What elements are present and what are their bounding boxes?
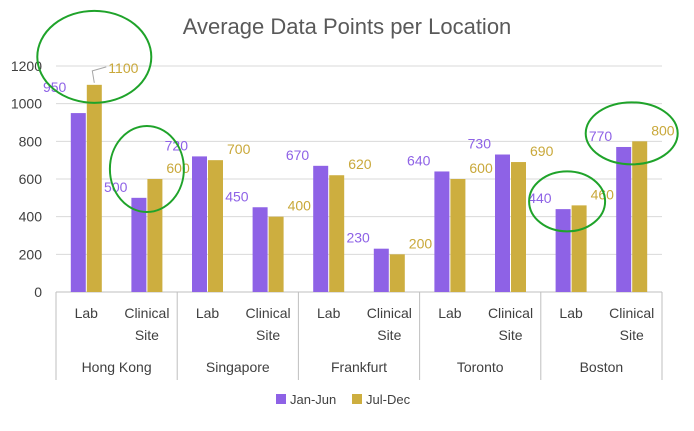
data-label-jul-dec: 800 [651,122,675,138]
x-group-label: Frankfurt [331,359,387,375]
legend: Jan-Jun Jul-Dec [276,392,411,407]
legend-label: Jul-Dec [366,392,411,407]
bar-jan-jun [252,207,268,292]
bar-jul-dec [329,175,345,292]
leader-line [91,66,107,83]
chart-title: Average Data Points per Location [183,14,512,39]
bar-jan-jun [131,197,147,292]
bar-jan-jun [434,171,450,292]
x-category-label: Clinical [367,305,412,321]
data-label-jan-jun: 720 [165,137,189,153]
data-label-jul-dec: 620 [348,156,372,172]
data-label-jul-dec: 600 [469,160,493,176]
bars [70,84,648,292]
bar-jan-jun [495,154,510,292]
x-group-label: Singapore [206,359,270,375]
bar-jul-dec [268,216,284,292]
bar-jul-dec [208,160,223,292]
bar-jan-jun [616,146,632,292]
x-category-label: Lab [75,305,99,321]
highlight-circles [36,9,679,233]
bar-jan-jun [313,165,329,292]
data-label-jan-jun: 450 [225,188,249,204]
x-category-label: Site [377,327,401,343]
x-category-label: Lab [559,305,583,321]
x-category-label: Site [498,327,522,343]
x-group-label: Hong Kong [82,359,152,375]
x-category-label: Clinical [246,305,291,321]
data-label-jan-jun: 640 [407,152,431,168]
x-category-label: Clinical [488,305,533,321]
y-tick-label: 400 [19,209,43,225]
bar-jul-dec [511,162,526,292]
y-tick-label: 0 [34,284,42,300]
y-tick-label: 600 [19,171,43,187]
bar-jul-dec [571,205,587,292]
bar-jan-jun [70,113,86,292]
legend-swatch [276,394,286,404]
data-label-jul-dec: 460 [591,186,615,202]
x-category-label: Site [135,327,159,343]
data-labels: 950 1100 500 600 720 700 450 400 670 620 230 200 640… [43,60,675,251]
data-label-jan-jun: 670 [286,147,310,163]
data-label-jan-jun: 500 [104,179,128,195]
bar-jan-jun [555,209,571,292]
bar-jul-dec [632,141,648,292]
x-category-label: Site [620,327,644,343]
legend-swatch [352,394,362,404]
x-group-label: Toronto [457,359,504,375]
bar-jul-dec [86,84,102,292]
data-label-jul-dec: 400 [288,198,312,214]
data-label-jan-jun: 950 [43,79,67,95]
axes: 0 200 400 600 800 1000 1200 Lab Clinical Site Lab C… [11,58,663,380]
x-category-label: Clinical [124,305,169,321]
bar-jul-dec [389,254,405,292]
y-tick-label: 200 [19,246,43,262]
y-tick-label: 1000 [11,96,42,112]
bar-jan-jun [192,156,207,292]
data-label-jan-jun: 770 [589,128,613,144]
x-category-label: Site [256,327,280,343]
data-label-jan-jun: 730 [468,136,492,152]
x-group-label: Boston [580,359,624,375]
legend-label: Jan-Jun [290,392,336,407]
x-category-label: Lab [317,305,341,321]
bar-jan-jun [373,248,389,292]
x-category-label: Lab [196,305,220,321]
highlight-circle [528,170,607,233]
data-label-jul-dec: 700 [227,141,251,157]
highlight-circle [36,9,153,104]
x-category-label: Lab [438,305,462,321]
bar-jul-dec [450,179,466,292]
bar-jul-dec [147,179,163,292]
data-label-jan-jun: 440 [528,190,552,206]
x-category-label: Clinical [609,305,654,321]
data-label-jul-dec: 200 [409,235,433,251]
data-label-jul-dec: 1100 [108,60,138,76]
y-tick-label: 1200 [11,58,42,74]
data-label-jul-dec: 690 [530,143,554,159]
data-label-jan-jun: 230 [346,230,370,246]
y-tick-label: 800 [19,133,43,149]
highlight-circle [584,101,679,166]
data-label-jul-dec: 600 [166,160,190,176]
highlight-circle [108,125,185,213]
